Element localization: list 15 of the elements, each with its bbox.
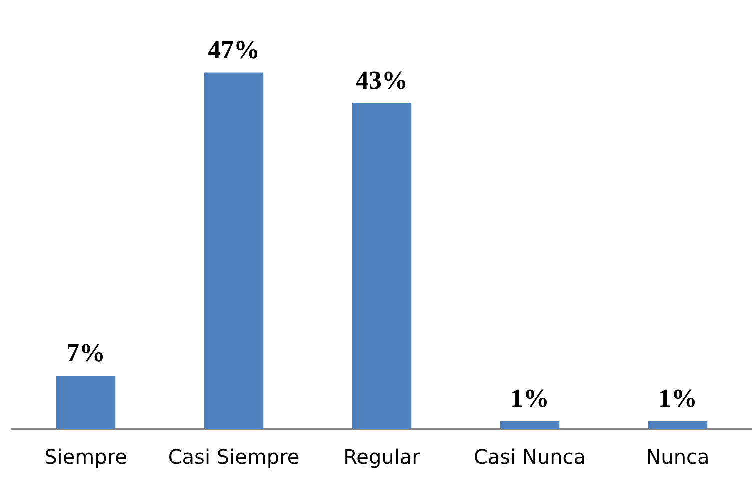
x-tick-label: Casi Nunca [474, 445, 586, 470]
data-label: 1% [510, 384, 550, 414]
data-label: 43% [356, 66, 408, 95]
x-tick-label: Siempre [44, 445, 128, 470]
x-tick-label: Casi Siempre [168, 445, 300, 470]
x-tick-label: Regular [344, 445, 422, 470]
data-label: 1% [658, 384, 698, 414]
data-label: 7% [66, 338, 106, 368]
bar [56, 376, 116, 429]
bar [500, 421, 560, 429]
data-label: 47% [208, 35, 260, 64]
bar [352, 103, 412, 429]
bar [204, 72, 264, 429]
x-tick-label: Nunca [646, 445, 710, 470]
bar [648, 421, 708, 429]
